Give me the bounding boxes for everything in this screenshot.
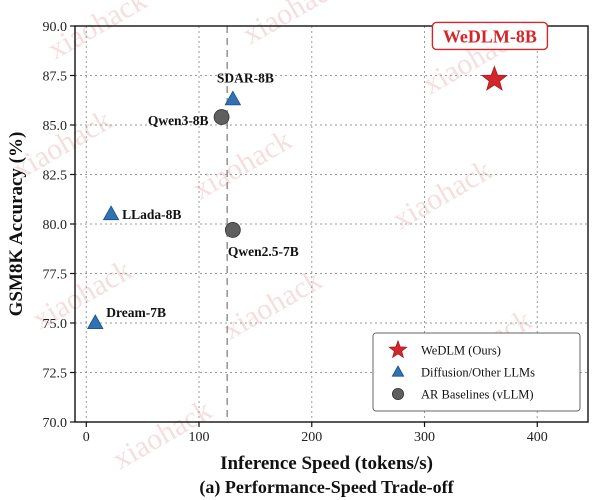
point-llada-8b [102,205,120,221]
x-tick-label: 400 [527,430,548,445]
legend-box [372,332,581,412]
y-tick-label: 80.0 [43,218,68,233]
figure-caption: (a) Performance-Speed Trade-off [199,477,454,498]
highlight-box [431,21,549,51]
legend-marker [388,339,408,359]
label-llada-8b: LLada-8B [122,207,181,222]
x-axis-title: Inference Speed (tokens/s) [220,453,433,474]
y-tick-label: 75.0 [43,317,68,332]
x-tick-label: 200 [301,430,322,445]
point-sdar-8b [224,90,242,106]
y-tick-label: 87.5 [43,70,68,85]
y-tick-label: 85.0 [43,119,68,134]
legend-label: AR Baselines (vLLM) [421,388,533,402]
label-sdar-8b: SDAR-8B [217,70,274,85]
legend-label: Diffusion/Other LLMs [421,366,535,380]
watermark-text: xiaohack [217,263,327,346]
legend-marker [391,387,405,401]
point-qwen2-5-7b [224,222,241,238]
x-tick-label: 100 [189,430,210,445]
point-dream-7b [87,314,104,329]
y-tick-label: 90.0 [43,20,68,35]
label-qwen2-5-7b: Qwen2.5-7B [228,244,299,259]
x-tick-label: 0 [83,430,90,445]
label-dream-7b: Dream-7B [106,305,166,320]
watermark-text: xiaohack [187,123,297,206]
y-tick-label: 77.5 [43,268,68,283]
x-tick-label: 300 [414,430,435,445]
legend-marker [391,365,405,377]
axis-ticks: 0 100 200 300 400 70.0 72.5 75.0 77.5 80.0 82.5 85.… [43,20,548,445]
y-axis-title: GSM8K Accuracy (%) [6,132,27,317]
y-tick-label: 70.0 [43,416,68,431]
point-labels: WeDLM-8B SDAR-8B LLada-8B Dream-7B Qwen3-8B Q… [106,21,549,320]
label-qwen3-8b: Qwen3-8B [148,113,209,128]
point-wedlm-8b [480,65,508,91]
data-points [87,65,508,329]
y-tick-label: 72.5 [43,367,68,382]
legend: WeDLM (Ours) Diffusion/Other LLMs AR Basel… [372,332,581,412]
label-wedlm-8b: WeDLM-8B [443,26,537,46]
legend-label: WeDLM (Ours) [421,344,501,358]
point-qwen3-8b [213,109,230,125]
y-tick-label: 82.5 [43,169,68,184]
